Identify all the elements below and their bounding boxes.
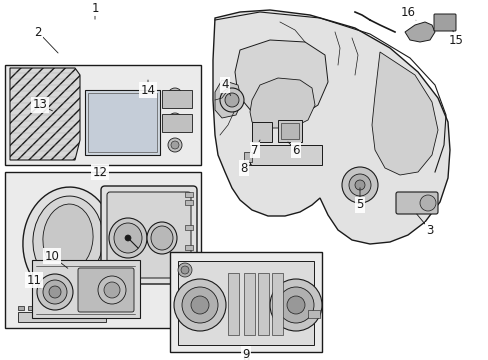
Bar — [307, 310, 319, 318]
Circle shape — [168, 88, 182, 102]
FancyBboxPatch shape — [78, 268, 134, 312]
Polygon shape — [213, 10, 449, 244]
FancyBboxPatch shape — [85, 90, 160, 155]
Ellipse shape — [33, 196, 103, 284]
FancyBboxPatch shape — [32, 260, 140, 318]
Polygon shape — [249, 78, 314, 128]
Circle shape — [220, 88, 244, 112]
FancyBboxPatch shape — [251, 122, 271, 142]
Text: 8: 8 — [240, 162, 251, 175]
Circle shape — [174, 279, 225, 331]
Text: 2: 2 — [34, 26, 58, 53]
Bar — [244, 152, 251, 162]
Circle shape — [181, 266, 189, 274]
FancyBboxPatch shape — [162, 114, 192, 132]
Ellipse shape — [147, 222, 177, 254]
Circle shape — [182, 287, 218, 323]
Text: 15: 15 — [447, 31, 463, 46]
Bar — [227, 273, 239, 335]
Circle shape — [341, 167, 377, 203]
FancyBboxPatch shape — [107, 192, 191, 278]
Circle shape — [354, 180, 364, 190]
FancyBboxPatch shape — [395, 192, 437, 214]
Circle shape — [171, 141, 179, 149]
FancyBboxPatch shape — [249, 145, 321, 165]
Bar — [184, 245, 193, 250]
Bar — [184, 200, 193, 205]
Polygon shape — [235, 40, 327, 120]
Text: 1: 1 — [91, 1, 99, 19]
Circle shape — [278, 287, 313, 323]
Circle shape — [171, 91, 179, 99]
Ellipse shape — [109, 218, 147, 258]
Ellipse shape — [114, 223, 142, 253]
Bar — [184, 267, 193, 272]
Text: 13: 13 — [33, 99, 52, 112]
FancyBboxPatch shape — [18, 312, 106, 322]
Text: 7: 7 — [251, 140, 260, 157]
Text: 10: 10 — [44, 249, 68, 268]
Circle shape — [168, 113, 182, 127]
Circle shape — [37, 274, 73, 310]
Circle shape — [125, 235, 131, 241]
Polygon shape — [10, 68, 80, 160]
Text: 4: 4 — [221, 78, 230, 95]
Bar — [258, 273, 268, 335]
Polygon shape — [371, 52, 437, 175]
FancyBboxPatch shape — [162, 90, 192, 108]
Ellipse shape — [43, 204, 93, 272]
Bar — [271, 273, 283, 335]
Text: 5: 5 — [356, 188, 363, 211]
Ellipse shape — [23, 187, 113, 297]
Circle shape — [348, 174, 370, 196]
Text: 6: 6 — [287, 142, 299, 157]
Bar — [244, 273, 254, 335]
Text: 9: 9 — [242, 347, 249, 360]
Bar — [28, 306, 38, 310]
Polygon shape — [215, 80, 242, 118]
Bar — [170, 252, 321, 352]
FancyBboxPatch shape — [101, 186, 197, 284]
Text: 12: 12 — [92, 167, 107, 180]
Circle shape — [286, 296, 305, 314]
Bar — [5, 172, 201, 328]
FancyBboxPatch shape — [88, 93, 157, 152]
Circle shape — [104, 282, 120, 298]
Circle shape — [43, 280, 67, 304]
Bar — [5, 65, 201, 165]
FancyBboxPatch shape — [433, 14, 455, 31]
Circle shape — [224, 93, 239, 107]
Circle shape — [49, 286, 61, 298]
Circle shape — [168, 138, 182, 152]
FancyBboxPatch shape — [278, 120, 302, 142]
FancyBboxPatch shape — [178, 261, 313, 345]
Text: 12: 12 — [92, 166, 107, 179]
Circle shape — [419, 195, 435, 211]
Text: 9: 9 — [242, 354, 249, 360]
Bar — [184, 225, 193, 230]
Polygon shape — [404, 22, 434, 42]
Circle shape — [269, 279, 321, 331]
Text: 11: 11 — [26, 274, 41, 288]
FancyBboxPatch shape — [281, 123, 298, 139]
Bar — [18, 306, 24, 310]
Text: 3: 3 — [416, 214, 433, 237]
Text: 16: 16 — [400, 5, 415, 20]
Circle shape — [98, 276, 126, 304]
Circle shape — [191, 296, 208, 314]
Circle shape — [178, 263, 192, 277]
Bar — [184, 192, 193, 197]
Circle shape — [171, 116, 179, 124]
Text: 14: 14 — [140, 80, 155, 96]
Ellipse shape — [151, 226, 173, 250]
